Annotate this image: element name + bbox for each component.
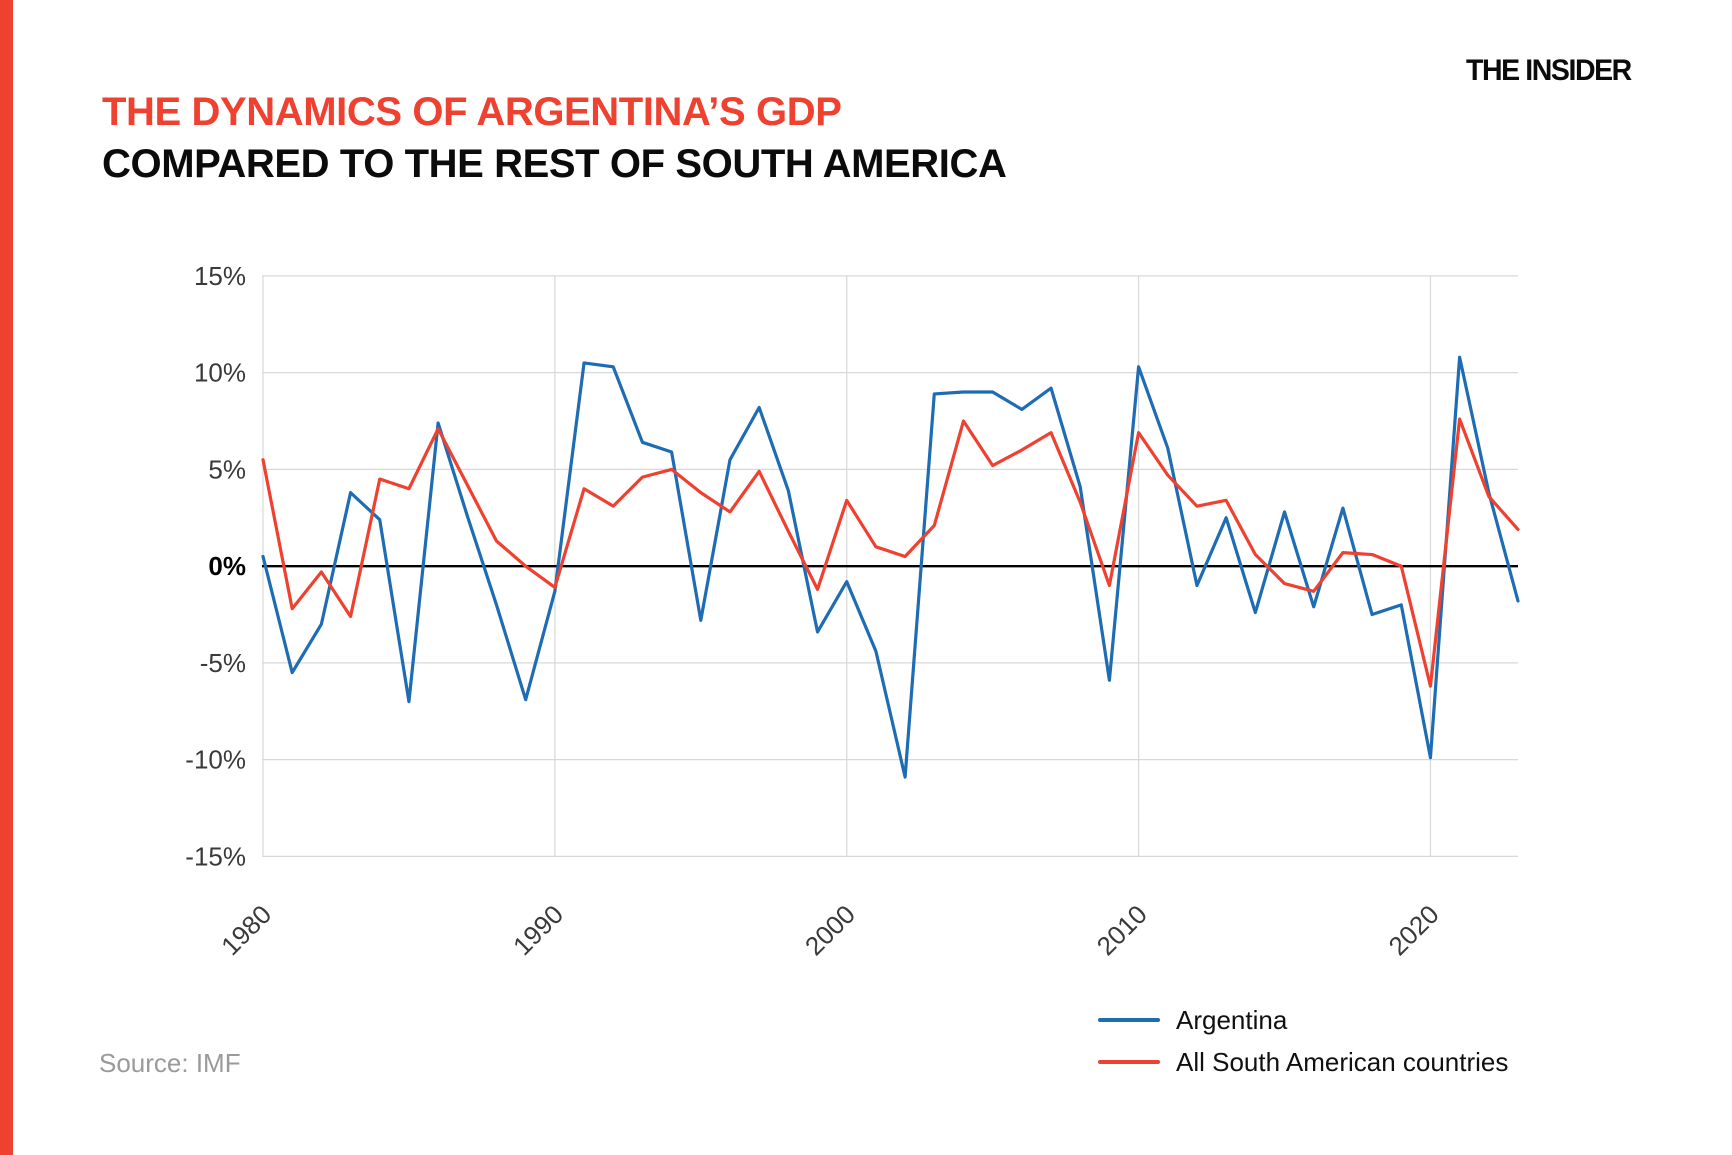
argentina-line-swatch [1098, 1018, 1160, 1022]
legend-label-argentina: Argentina [1176, 1004, 1288, 1035]
south-america-series-line [261, 417, 1520, 688]
legend-item-argentina: Argentina [1098, 999, 1508, 1041]
page-title-line1: THE DYNAMICS OF ARGENTINA’S GDP [102, 90, 842, 134]
brand-logo: THE INSIDER [1466, 54, 1632, 87]
x-axis-tick-label: 2020 [1383, 899, 1445, 961]
y-axis-tick-label: -15% [185, 841, 246, 871]
page-title-line2: COMPARED TO THE REST OF SOUTH AMERICA [102, 142, 1007, 186]
x-axis-tick-label: 2010 [1091, 899, 1153, 961]
source-note: Source: IMF [99, 1048, 241, 1078]
x-axis-tick-label: 1980 [215, 899, 277, 961]
y-axis-tick-label: 10% [194, 358, 246, 388]
chart-legend: Argentina All South American countries [1098, 999, 1508, 1083]
y-axis-tick-label: -5% [200, 648, 246, 678]
y-axis-tick-label: 5% [208, 454, 246, 484]
y-axis-tick-label: 0% [208, 551, 246, 581]
y-axis-tick-label: -10% [185, 745, 246, 775]
legend-label-south-america: All South American countries [1176, 1046, 1509, 1077]
south-america-line-swatch [1098, 1060, 1160, 1064]
x-axis-tick-label: 1990 [507, 899, 569, 961]
y-axis-tick-label: 15% [194, 261, 246, 291]
x-axis-tick-label: 2000 [799, 899, 861, 961]
left-accent-bar [0, 0, 13, 1155]
legend-item-south-america: All South American countries [1098, 1041, 1508, 1083]
